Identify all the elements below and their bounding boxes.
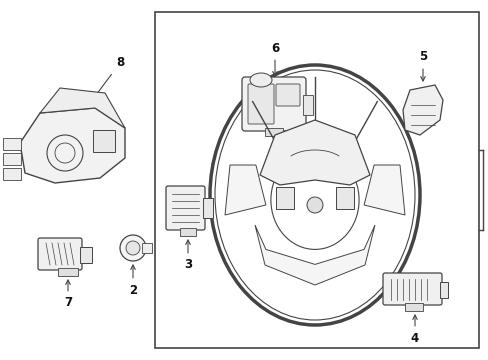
Circle shape [126,241,140,255]
Bar [155,12,478,348]
Polygon shape [20,108,125,183]
Ellipse shape [213,68,416,322]
Bar [3,168,21,180]
FancyBboxPatch shape [247,84,273,124]
Circle shape [306,197,323,213]
Circle shape [120,235,146,261]
Bar [142,243,152,253]
Text: 7: 7 [64,280,72,310]
Bar [80,247,92,263]
Bar [439,282,447,298]
FancyBboxPatch shape [382,273,441,305]
FancyBboxPatch shape [165,186,204,230]
Ellipse shape [270,150,358,249]
Bar [180,228,196,236]
FancyBboxPatch shape [242,77,305,131]
Bar [3,153,21,165]
Bar [58,268,78,276]
Bar [93,130,115,152]
Polygon shape [40,88,125,128]
Bar [275,187,293,209]
Bar [264,128,283,136]
Polygon shape [402,85,442,135]
Polygon shape [364,165,404,215]
Bar [335,187,353,209]
Bar [404,303,422,311]
Bar [303,95,312,115]
Text: 3: 3 [183,240,192,271]
Text: 2: 2 [129,265,137,297]
Polygon shape [260,120,369,185]
Text: 4: 4 [410,315,418,345]
Bar [3,138,21,150]
Text: 6: 6 [270,41,279,76]
FancyBboxPatch shape [275,84,299,106]
Text: 8: 8 [92,57,124,100]
Polygon shape [254,225,374,285]
Ellipse shape [249,73,271,87]
FancyBboxPatch shape [38,238,82,270]
Polygon shape [224,165,265,215]
Text: 5: 5 [418,50,426,81]
Bar [203,198,213,218]
